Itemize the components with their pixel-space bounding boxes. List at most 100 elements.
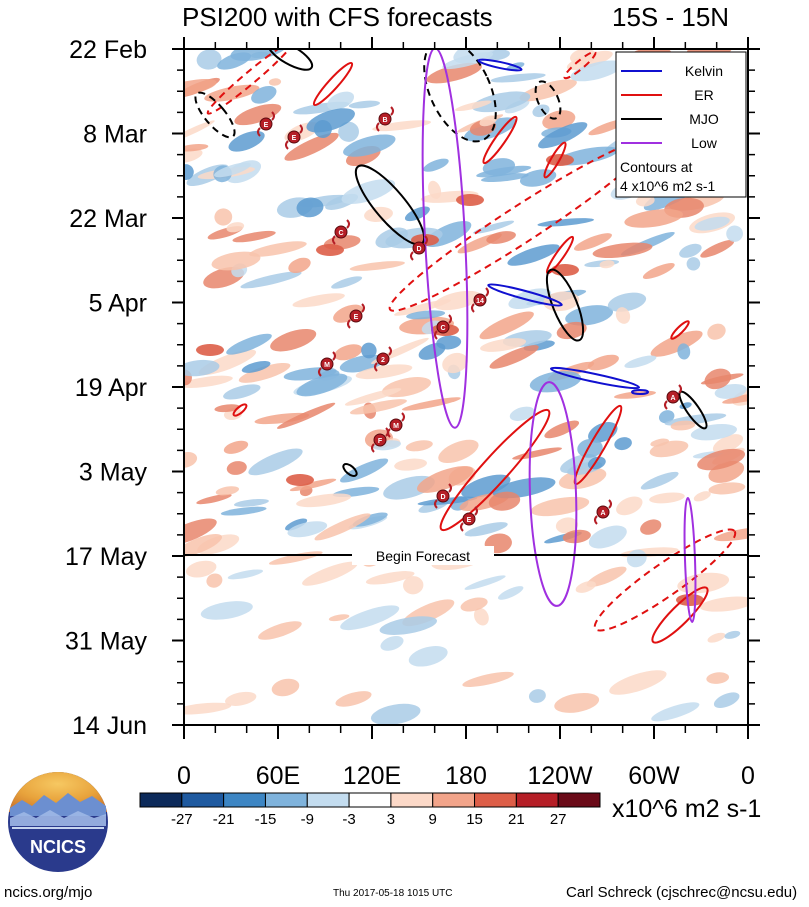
anomaly-blob: [650, 438, 670, 447]
anomaly-blob: [372, 120, 431, 132]
anomaly-blob: [215, 486, 240, 496]
colorbar-cell: [306, 792, 350, 808]
anomaly-blob: [519, 79, 577, 102]
anomaly-blob: [433, 290, 482, 311]
anomaly-blob: [461, 474, 511, 498]
anomaly-blob: [464, 522, 508, 537]
anomaly-blob: [454, 100, 492, 112]
anomaly-blob: [707, 632, 726, 643]
anomaly-blob: [394, 458, 428, 471]
anomaly-blob: [341, 179, 396, 205]
anomaly-blob: [651, 702, 700, 722]
storm-label: M: [393, 423, 399, 430]
storm-label: A: [670, 395, 675, 402]
storm-marker: D: [410, 235, 428, 261]
x-axis: 0 60E 120E 180 120W 60W 0: [177, 37, 755, 790]
anomaly-blob: [344, 388, 402, 406]
legend: Kelvin ER MJO Low Contours at 4 x10^6 m2 s-…: [615, 51, 747, 198]
legend-label: Low: [691, 135, 718, 151]
anomaly-blob: [704, 368, 732, 390]
anomaly-blob: [328, 614, 350, 622]
anomaly-core: [316, 244, 344, 256]
anomaly-blob: [352, 512, 388, 527]
storm-marker: 14: [471, 287, 489, 313]
anomaly-blob: [225, 691, 257, 706]
contour: [482, 115, 518, 165]
contour: [206, 49, 294, 115]
contour: [543, 141, 567, 179]
anomaly-blob: [288, 257, 311, 274]
anomaly-blob: [296, 493, 352, 508]
storm-label: B: [382, 117, 387, 124]
storm-marker: C: [332, 219, 350, 245]
storm-label: F: [378, 438, 383, 445]
anomaly-blob: [214, 208, 233, 226]
storm-label: C: [440, 325, 445, 332]
anomaly-blob: [213, 162, 251, 178]
anomaly-blob: [565, 305, 614, 326]
anomaly-blob: [615, 307, 631, 324]
anomaly-blob: [184, 164, 194, 181]
anomaly-blob: [509, 406, 535, 421]
anomaly-blob: [285, 518, 308, 531]
anomaly-blob: [335, 691, 372, 707]
anomaly-blob: [220, 506, 267, 516]
anomaly-blob: [214, 404, 241, 413]
storm-label: E: [354, 314, 359, 321]
anomaly-blob: [724, 630, 741, 639]
anomaly-blob: [355, 364, 413, 380]
anomaly-blob: [223, 384, 261, 400]
colorbar-label: -3: [342, 811, 355, 828]
anomaly-blob: [331, 276, 363, 289]
anomaly-blob: [507, 244, 560, 266]
colorbar-cell: [474, 792, 517, 808]
anomaly-blob: [227, 569, 264, 580]
storm-marker: F: [371, 427, 389, 453]
anomaly-blob: [586, 566, 627, 587]
contour: [232, 403, 248, 417]
anomaly-blob: [258, 621, 302, 640]
anomaly-blob: [677, 343, 691, 360]
colorbar-label: 15: [466, 811, 483, 828]
anomaly-blob: [184, 359, 220, 377]
anomaly-blob: [508, 288, 552, 310]
storm-marker: A: [664, 384, 682, 410]
colorbar-label: -27: [171, 811, 193, 828]
colorbar-label: -21: [213, 811, 235, 828]
anomaly-blob: [361, 342, 377, 359]
colorbar-label: 27: [550, 811, 567, 828]
anomaly-blob: [438, 439, 479, 464]
y-tick-label: 31 May: [65, 628, 147, 656]
anomaly-blob: [238, 362, 291, 383]
legend-label: ER: [694, 87, 713, 103]
logo-text: NCICS: [30, 837, 86, 857]
anomaly-blob: [488, 491, 521, 511]
colorbar-label: -9: [301, 811, 314, 828]
anomaly-blob: [232, 230, 276, 243]
anomaly-core: [676, 594, 704, 606]
anomaly-blob: [528, 689, 546, 703]
anomaly-blob: [184, 120, 215, 143]
storm-marker: E: [285, 124, 303, 150]
footer-timestamp: Thu 2017-05-18 1015 UTC: [333, 888, 453, 899]
colorbar-units: x10^6 m2 s-1: [612, 795, 761, 823]
anomaly-blob: [442, 52, 494, 70]
anomaly-blob: [588, 525, 627, 549]
footer-url[interactable]: ncics.org/mjo: [4, 884, 93, 901]
y-tick-label: 14 Jun: [72, 712, 147, 740]
colorbar-label: 21: [508, 811, 525, 828]
contour: [528, 381, 578, 607]
anomaly-blob: [530, 496, 590, 517]
chart-title: PSI200 with CFS forecasts: [182, 2, 493, 32]
anomaly-blob: [184, 144, 209, 152]
anomaly-blob: [240, 271, 302, 289]
anomaly-blob: [708, 482, 746, 495]
anomaly-blob: [497, 586, 524, 600]
anomaly-blob: [542, 110, 576, 130]
anomaly-blob: [184, 78, 217, 99]
anomaly-blob: [575, 581, 596, 593]
storm-label: D: [440, 494, 445, 501]
contour: [549, 366, 641, 390]
contour: [545, 268, 585, 342]
anomaly-blob: [442, 352, 468, 374]
